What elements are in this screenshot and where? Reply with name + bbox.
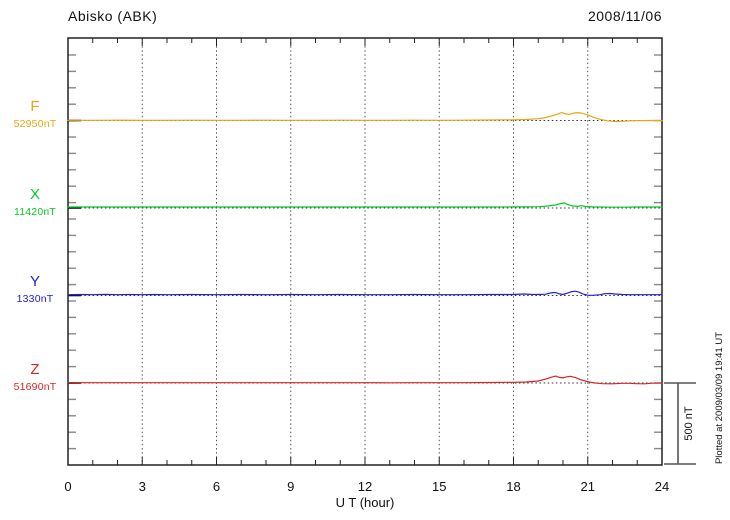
trace-letter-F: F: [30, 98, 40, 115]
trace-Y: [67, 290, 663, 296]
trace-F: [67, 111, 663, 123]
plot-date: 2008/11/06: [587, 8, 662, 24]
x-tick-label: 0: [64, 479, 71, 494]
trace-X: [67, 202, 663, 208]
trace-letter-X: X: [29, 186, 40, 203]
trace-Z: [67, 375, 663, 385]
x-axis-label: U T (hour): [336, 495, 395, 510]
x-tick-label: 9: [287, 479, 294, 494]
x-tick-label: 3: [139, 479, 146, 494]
trace-label-Y: Y 1330nT: [6, 273, 64, 306]
x-tick-label: 12: [358, 479, 372, 494]
trace-baseline-X: 11420nT: [13, 206, 57, 218]
trace-letter-Z: Z: [30, 361, 40, 378]
x-tick-label: 18: [506, 479, 520, 494]
x-tick-label: 21: [581, 479, 595, 494]
x-tick-label: 6: [213, 479, 220, 494]
trace-baseline-F: 52950nT: [13, 118, 57, 130]
plotted-at-stamp: Plotted at 2009/03/09 19:41 UT: [714, 332, 725, 464]
trace-baseline-Z: 51690nT: [13, 381, 57, 393]
trace-baseline-Y: 1330nT: [16, 293, 54, 305]
scale-bar-label: 500 nT: [683, 406, 695, 441]
station-title: Abisko (ABK): [68, 8, 158, 24]
trace-label-Z: Z 51690nT: [6, 361, 64, 394]
plot-frame: [67, 37, 663, 466]
trace-label-X: X 11420nT: [6, 186, 64, 219]
trace-letter-Y: Y: [29, 273, 40, 290]
x-tick-label: 24: [655, 479, 669, 494]
x-tick-label: 15: [432, 479, 446, 494]
trace-label-F: F 52950nT: [6, 98, 64, 131]
